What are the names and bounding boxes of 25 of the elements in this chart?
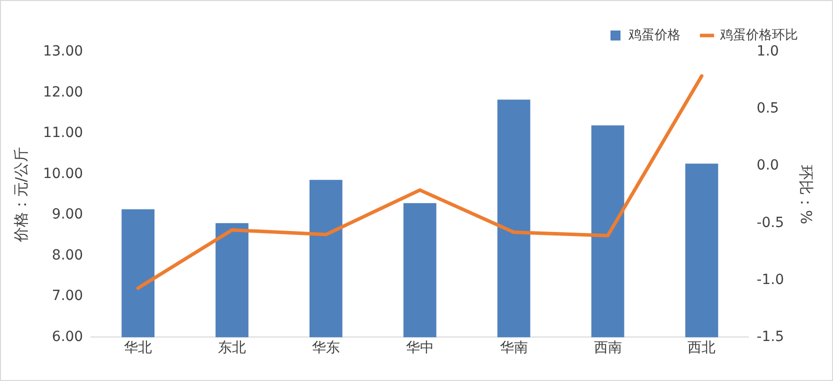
- x-tick-label: 华中: [406, 340, 434, 356]
- y-tick-label: 6.00: [52, 328, 84, 345]
- x-tick-label: 东北: [218, 340, 246, 356]
- legend-label: 鸡蛋价格: [628, 28, 680, 43]
- y-axis-title: 价格：元/公斤: [12, 147, 30, 244]
- y-tick-label: 7.00: [52, 288, 84, 304]
- legend-label: 鸡蛋价格环比: [719, 28, 798, 43]
- y2-tick-label: 1.0: [756, 44, 779, 60]
- y-tick-label: 11.00: [42, 125, 84, 142]
- x-tick-label: 华南: [500, 340, 528, 356]
- x-tick-label: 华东: [312, 340, 340, 356]
- x-tick-label: 西南: [594, 340, 622, 356]
- y-tick-label: 12.00: [42, 84, 84, 100]
- y2-axis-title: 环比：%: [797, 164, 816, 224]
- y2-tick-label: 0.0: [756, 158, 779, 174]
- y-tick-label: 8.00: [52, 247, 84, 264]
- y-tick-label: 13.00: [42, 44, 84, 60]
- y-tick-label: 9.00: [52, 206, 84, 223]
- x-tick-label: 西北: [688, 340, 716, 356]
- y2-tick-label: 0.5: [756, 100, 779, 117]
- y2-tick-label: -0.5: [756, 214, 784, 231]
- x-tick-label: 华北: [124, 340, 152, 356]
- y2-tick-label: -1.0: [756, 272, 784, 288]
- y2-tick-label: -1.5: [756, 328, 784, 345]
- y-tick-label: 10.00: [42, 166, 84, 182]
